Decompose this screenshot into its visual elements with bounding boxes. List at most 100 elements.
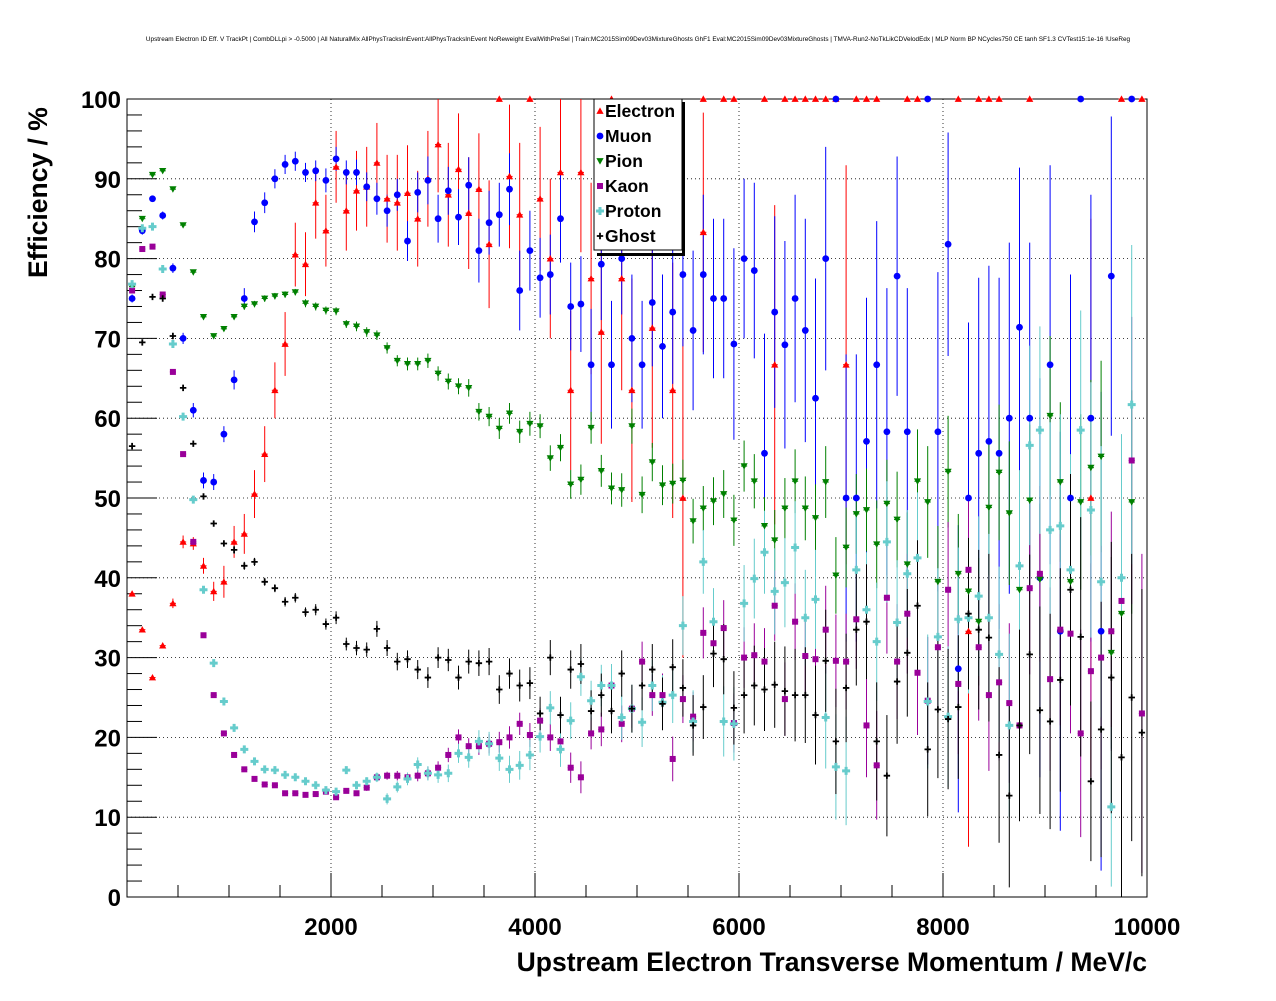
ghost-point [873,738,880,745]
muon-point [812,394,819,402]
pion-point [699,505,707,512]
proton-point [495,754,504,763]
kaon-point [904,610,911,617]
pion-point [444,378,452,386]
electron-point [444,191,452,198]
ghost-point [791,691,799,699]
electron-point [1026,95,1034,102]
ghost-point [496,686,503,693]
ghost-point [893,678,901,685]
proton-point [780,578,789,587]
proton-point [444,769,453,778]
kaon-point [496,739,503,746]
kaon-point [251,775,258,782]
pion-point [1056,479,1064,486]
proton-point [138,224,147,233]
muon-point [669,308,677,316]
kaon-point [832,657,839,664]
pion-point [669,480,677,488]
y-tick-label: 90 [94,167,121,194]
proton-point [474,737,483,746]
muon-point [383,207,391,215]
pion-point [730,517,738,524]
pion-point [1077,499,1085,506]
ghost-point [567,666,574,673]
kaon-point [567,764,574,771]
proton-point [311,781,320,790]
electron-point [332,163,340,170]
proton-point [954,615,963,624]
legend-marker-muon [596,132,604,140]
pion-point [862,507,871,514]
electron-point [536,195,544,202]
muon-point [863,437,870,445]
pion-point [577,476,585,484]
electron-point [862,95,871,102]
pion-point [485,413,493,421]
legend-label-ghost: Ghost [605,226,656,246]
electron-point [414,215,422,222]
proton-point [1076,426,1085,435]
ghost-point [536,710,544,717]
proton-point [536,732,545,741]
kaon-point [220,730,227,737]
y-tick-label: 30 [94,646,121,673]
ghost-point [924,746,931,753]
muon-point [985,437,993,445]
pion-point [363,329,371,336]
muon-point [1097,627,1105,635]
legend-label-kaon: Kaon [605,176,649,196]
proton-point [413,760,422,769]
kaon-point [996,679,1003,686]
pion-point [516,428,524,436]
pion-point [964,588,973,595]
kaon-point [1128,457,1135,464]
ghost-point [128,442,136,450]
electron-point [322,227,330,234]
kaon-point [639,658,646,665]
kaon-point [384,772,391,779]
kaon-point [557,738,564,745]
ghost-point [322,620,330,628]
ghost-point [1108,674,1115,681]
ghost-point [1046,718,1054,725]
proton-point [740,599,749,608]
proton-point [668,691,677,700]
ghost-point [302,608,309,616]
legend-shadow-right [682,102,685,253]
pion-point [587,424,595,432]
pion-point [1128,499,1136,506]
kaon-point [945,586,952,593]
muon-point [353,169,360,176]
y-tick-label: 80 [94,247,121,274]
electron-point [618,274,626,282]
proton-point [464,753,473,762]
ghost-point [169,332,177,340]
pion-point [342,321,350,328]
ghost-point [179,384,187,392]
electron-point [271,386,279,394]
kaon-point [781,696,788,703]
proton-point [862,605,871,614]
pion-point [393,357,401,365]
electron-point [556,168,565,176]
electron-point [995,95,1003,102]
pion-point [791,478,799,485]
proton-point [801,613,810,622]
legend-entries: Electron Muon Pion Kaon Proton Ghost [596,101,675,246]
proton-point [852,565,861,574]
proton-point [1086,505,1095,514]
pion-point [771,537,779,544]
kaon-point [598,726,605,733]
ghost-point [669,663,676,671]
legend-marker-ghost [596,232,604,240]
kaon-point [261,781,268,788]
electron-point [210,587,218,595]
proton-point [893,618,902,627]
proton-point [791,543,800,552]
muon-point [220,430,228,438]
x-tick-label: 2000 [304,914,357,941]
electron-point [597,328,605,335]
proton-point [576,672,585,681]
pion-point [628,423,636,430]
